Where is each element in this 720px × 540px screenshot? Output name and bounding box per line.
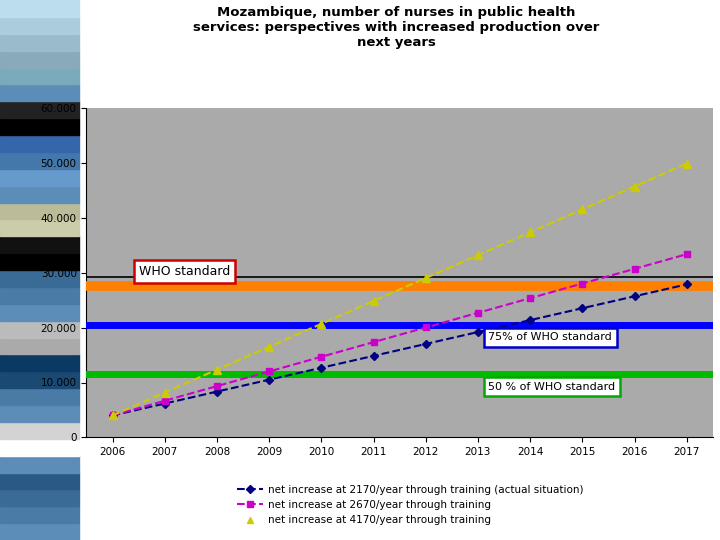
Bar xyxy=(0,84,79,102)
Bar xyxy=(0,17,79,33)
Bar xyxy=(0,102,79,118)
Bar xyxy=(0,456,79,472)
Bar xyxy=(0,118,79,135)
Text: 75% of WHO standard: 75% of WHO standard xyxy=(488,332,612,342)
Bar xyxy=(0,219,79,237)
Bar xyxy=(0,135,79,152)
Bar xyxy=(0,354,79,372)
Bar xyxy=(0,438,79,456)
Bar xyxy=(0,303,79,321)
Bar xyxy=(0,168,79,186)
Bar xyxy=(0,0,79,17)
Bar xyxy=(0,202,79,219)
Bar xyxy=(0,186,79,202)
Legend: net increase at 2170/year through training (actual situation), net increase at 2: net increase at 2170/year through traini… xyxy=(233,481,588,529)
Bar xyxy=(0,523,79,540)
Bar xyxy=(0,338,79,354)
Bar xyxy=(0,405,79,422)
Bar xyxy=(0,270,79,287)
Bar xyxy=(0,472,79,489)
Bar xyxy=(0,33,79,51)
Bar xyxy=(0,51,79,68)
Bar xyxy=(0,489,79,507)
Bar xyxy=(0,287,79,303)
Bar xyxy=(0,237,79,253)
Bar xyxy=(0,68,79,84)
Text: 50 % of WHO standard: 50 % of WHO standard xyxy=(488,382,616,392)
Bar xyxy=(0,321,79,338)
Bar xyxy=(0,422,79,438)
Bar xyxy=(0,507,79,523)
Bar xyxy=(0,253,79,270)
Text: Mozambique, number of nurses in public health
services: perspectives with increa: Mozambique, number of nurses in public h… xyxy=(193,5,599,49)
Bar xyxy=(0,152,79,168)
Bar xyxy=(0,388,79,405)
Bar xyxy=(0,372,79,388)
Text: WHO standard: WHO standard xyxy=(138,266,230,279)
